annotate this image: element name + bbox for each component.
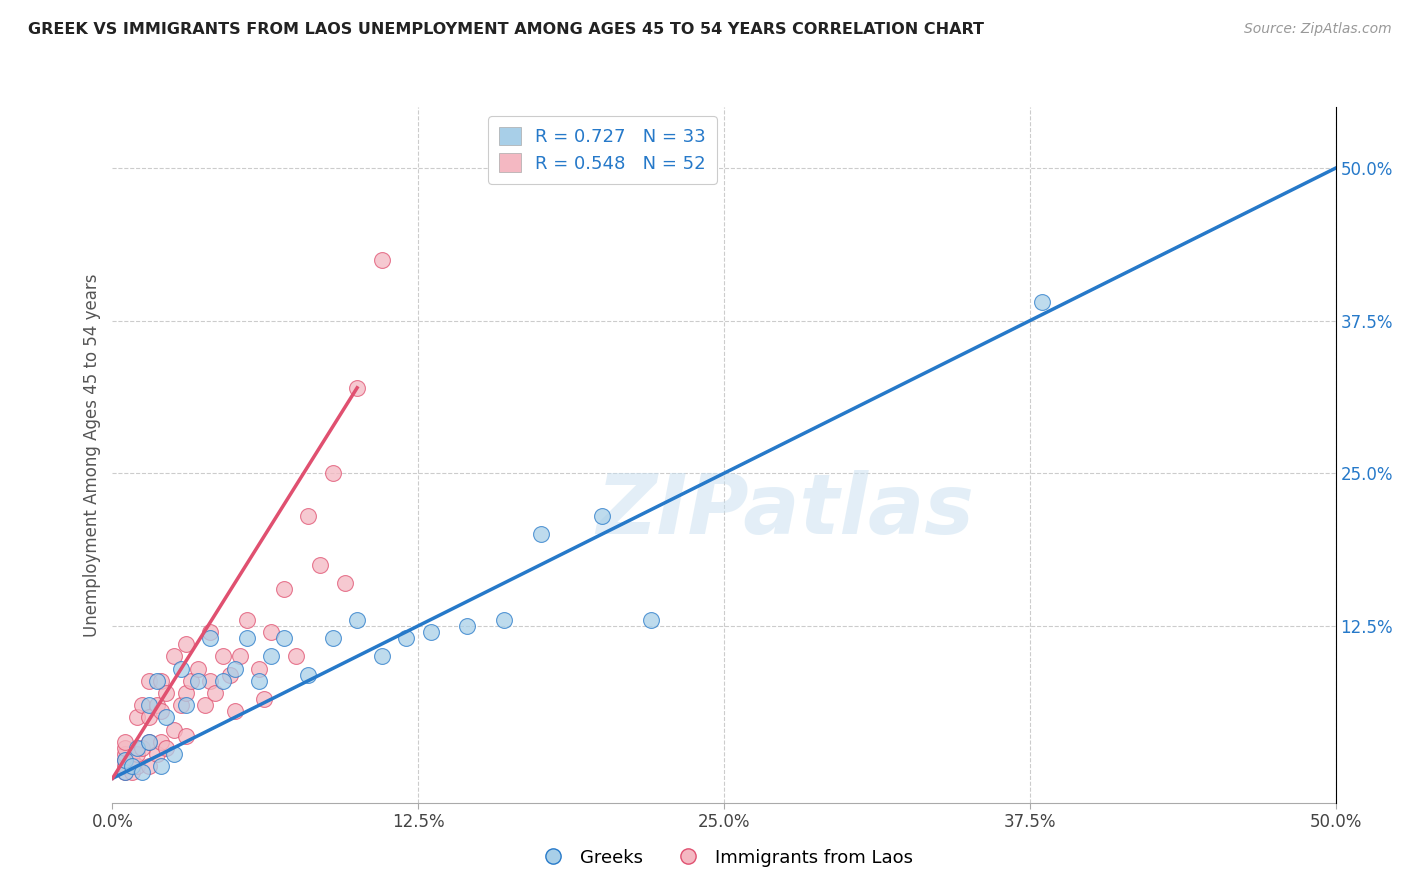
- Point: [370, 649, 392, 664]
- Y-axis label: Unemployment Among Ages 45 to 54 years: Unemployment Among Ages 45 to 54 years: [83, 273, 101, 637]
- Point: [150, 759, 173, 773]
- Point: [211, 649, 233, 664]
- Point: [114, 747, 136, 761]
- Point: [138, 698, 160, 713]
- Point: [114, 759, 136, 773]
- Point: [150, 704, 173, 718]
- Point: [155, 710, 177, 724]
- Point: [114, 765, 136, 780]
- Point: [591, 508, 613, 523]
- Point: [1031, 295, 1053, 310]
- Point: [260, 649, 283, 664]
- Point: [456, 619, 478, 633]
- Point: [125, 747, 148, 761]
- Point: [273, 631, 295, 645]
- Text: GREEK VS IMMIGRANTS FROM LAOS UNEMPLOYMENT AMONG AGES 45 TO 54 YEARS CORRELATION: GREEK VS IMMIGRANTS FROM LAOS UNEMPLOYME…: [28, 22, 984, 37]
- Point: [121, 753, 143, 767]
- Point: [125, 759, 148, 773]
- Point: [170, 698, 193, 713]
- Point: [224, 704, 246, 718]
- Point: [253, 692, 276, 706]
- Point: [114, 765, 136, 780]
- Point: [121, 759, 143, 773]
- Point: [228, 649, 250, 664]
- Point: [131, 765, 153, 780]
- Point: [138, 710, 160, 724]
- Legend: Greeks, Immigrants from Laos: Greeks, Immigrants from Laos: [527, 841, 921, 874]
- Point: [200, 673, 222, 688]
- Point: [114, 753, 136, 767]
- Point: [219, 667, 242, 681]
- Point: [150, 673, 173, 688]
- Point: [180, 673, 202, 688]
- Point: [640, 613, 662, 627]
- Point: [529, 527, 551, 541]
- Point: [163, 649, 186, 664]
- Point: [419, 624, 441, 639]
- Point: [138, 673, 160, 688]
- Point: [236, 631, 259, 645]
- Point: [138, 735, 160, 749]
- Point: [492, 613, 515, 627]
- Point: [224, 661, 246, 675]
- Point: [200, 624, 222, 639]
- Point: [247, 673, 270, 688]
- Point: [187, 673, 209, 688]
- Point: [309, 558, 332, 572]
- Point: [322, 467, 344, 481]
- Point: [170, 661, 193, 675]
- Point: [125, 710, 148, 724]
- Point: [370, 252, 392, 267]
- Point: [346, 381, 368, 395]
- Point: [163, 747, 186, 761]
- Point: [174, 686, 197, 700]
- Point: [138, 759, 160, 773]
- Point: [200, 631, 222, 645]
- Point: [150, 735, 173, 749]
- Point: [187, 661, 209, 675]
- Point: [163, 723, 186, 737]
- Point: [121, 765, 143, 780]
- Point: [138, 735, 160, 749]
- Point: [194, 698, 217, 713]
- Point: [284, 649, 308, 664]
- Point: [145, 698, 167, 713]
- Point: [131, 698, 153, 713]
- Point: [333, 576, 356, 591]
- Point: [174, 637, 197, 651]
- Text: Source: ZipAtlas.com: Source: ZipAtlas.com: [1244, 22, 1392, 37]
- Point: [211, 673, 233, 688]
- Point: [155, 740, 177, 755]
- Point: [114, 740, 136, 755]
- Point: [297, 667, 319, 681]
- Point: [145, 673, 167, 688]
- Point: [322, 631, 344, 645]
- Point: [395, 631, 418, 645]
- Point: [346, 613, 368, 627]
- Point: [131, 740, 153, 755]
- Point: [155, 686, 177, 700]
- Point: [125, 740, 148, 755]
- Point: [114, 753, 136, 767]
- Point: [236, 613, 259, 627]
- Point: [260, 624, 283, 639]
- Point: [174, 698, 197, 713]
- Point: [174, 729, 197, 743]
- Point: [297, 508, 319, 523]
- Point: [247, 661, 270, 675]
- Point: [114, 735, 136, 749]
- Text: ZIPatlas: ZIPatlas: [596, 470, 974, 551]
- Point: [204, 686, 226, 700]
- Point: [145, 747, 167, 761]
- Point: [273, 582, 295, 597]
